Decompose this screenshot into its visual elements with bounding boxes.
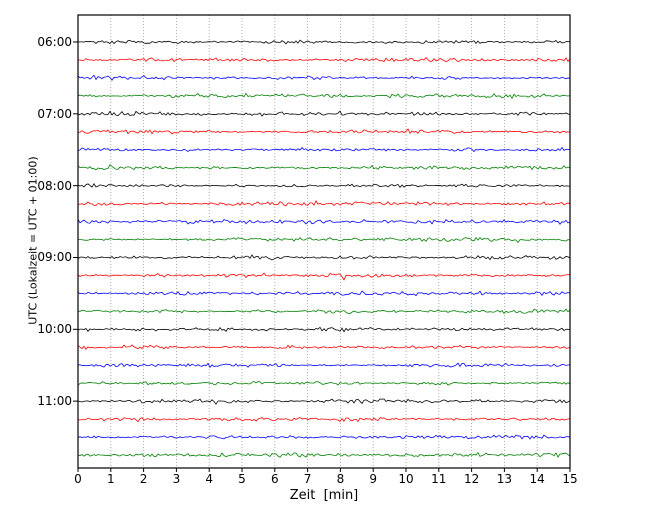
x-axis-label: Zeit [min] <box>289 488 359 503</box>
y-tick-label: 07:00 <box>37 106 72 121</box>
seismogram-trace <box>77 451 571 458</box>
seismogram-trace <box>77 92 571 100</box>
x-tick-label: 14 <box>529 472 545 486</box>
seismogram-trace <box>77 434 571 440</box>
x-tick-label: 15 <box>562 472 578 486</box>
seismogram-trace <box>77 326 571 333</box>
y-tick-label: 06:00 <box>37 35 72 49</box>
seismogram-trace <box>77 344 571 350</box>
x-tick-label: 10 <box>398 472 414 486</box>
seismogram-trace <box>77 362 571 368</box>
x-tick-label: 3 <box>172 472 181 486</box>
seismogram-trace <box>77 128 571 135</box>
seismogram-trace <box>77 182 571 188</box>
x-tick-label: 9 <box>369 472 377 486</box>
x-tick-label: 7 <box>303 472 312 486</box>
x-tick-label: 5 <box>238 472 246 486</box>
x-tick-label: 6 <box>270 472 279 486</box>
x-tick-label: 12 <box>463 472 480 486</box>
seismogram-trace <box>77 380 571 386</box>
seismogram-trace <box>77 74 571 81</box>
x-tick-label: 4 <box>205 472 213 486</box>
y-tick-label: 10:00 <box>37 322 72 337</box>
seismogram-trace <box>77 219 571 225</box>
x-tick-label: 13 <box>496 472 513 486</box>
x-tick-label: 11 <box>431 472 447 486</box>
x-tick-label: 0 <box>74 472 82 486</box>
seismogram-trace <box>77 146 571 153</box>
x-tick-label: 8 <box>336 472 345 486</box>
seismogram-trace <box>77 110 571 117</box>
x-tick-label: 2 <box>139 472 148 486</box>
y-tick-label: 08:00 <box>37 178 72 193</box>
seismogram-trace <box>77 200 571 207</box>
seismogram-trace <box>77 398 571 405</box>
seismogram-trace <box>77 308 571 315</box>
seismogram-trace <box>77 272 571 281</box>
seismogram-trace <box>77 254 571 261</box>
seismogram-trace <box>77 56 571 63</box>
x-tick-label: 1 <box>106 472 115 486</box>
y-tick-label: 09:00 <box>37 250 72 265</box>
seismogram-trace <box>77 236 571 244</box>
seismogram-trace <box>77 39 571 45</box>
plot-frame <box>77 14 571 469</box>
seismogram-trace <box>77 416 571 423</box>
seismogram-trace <box>77 164 571 171</box>
y-tick-label: 11:00 <box>37 394 72 409</box>
seismogram-trace <box>77 290 571 297</box>
